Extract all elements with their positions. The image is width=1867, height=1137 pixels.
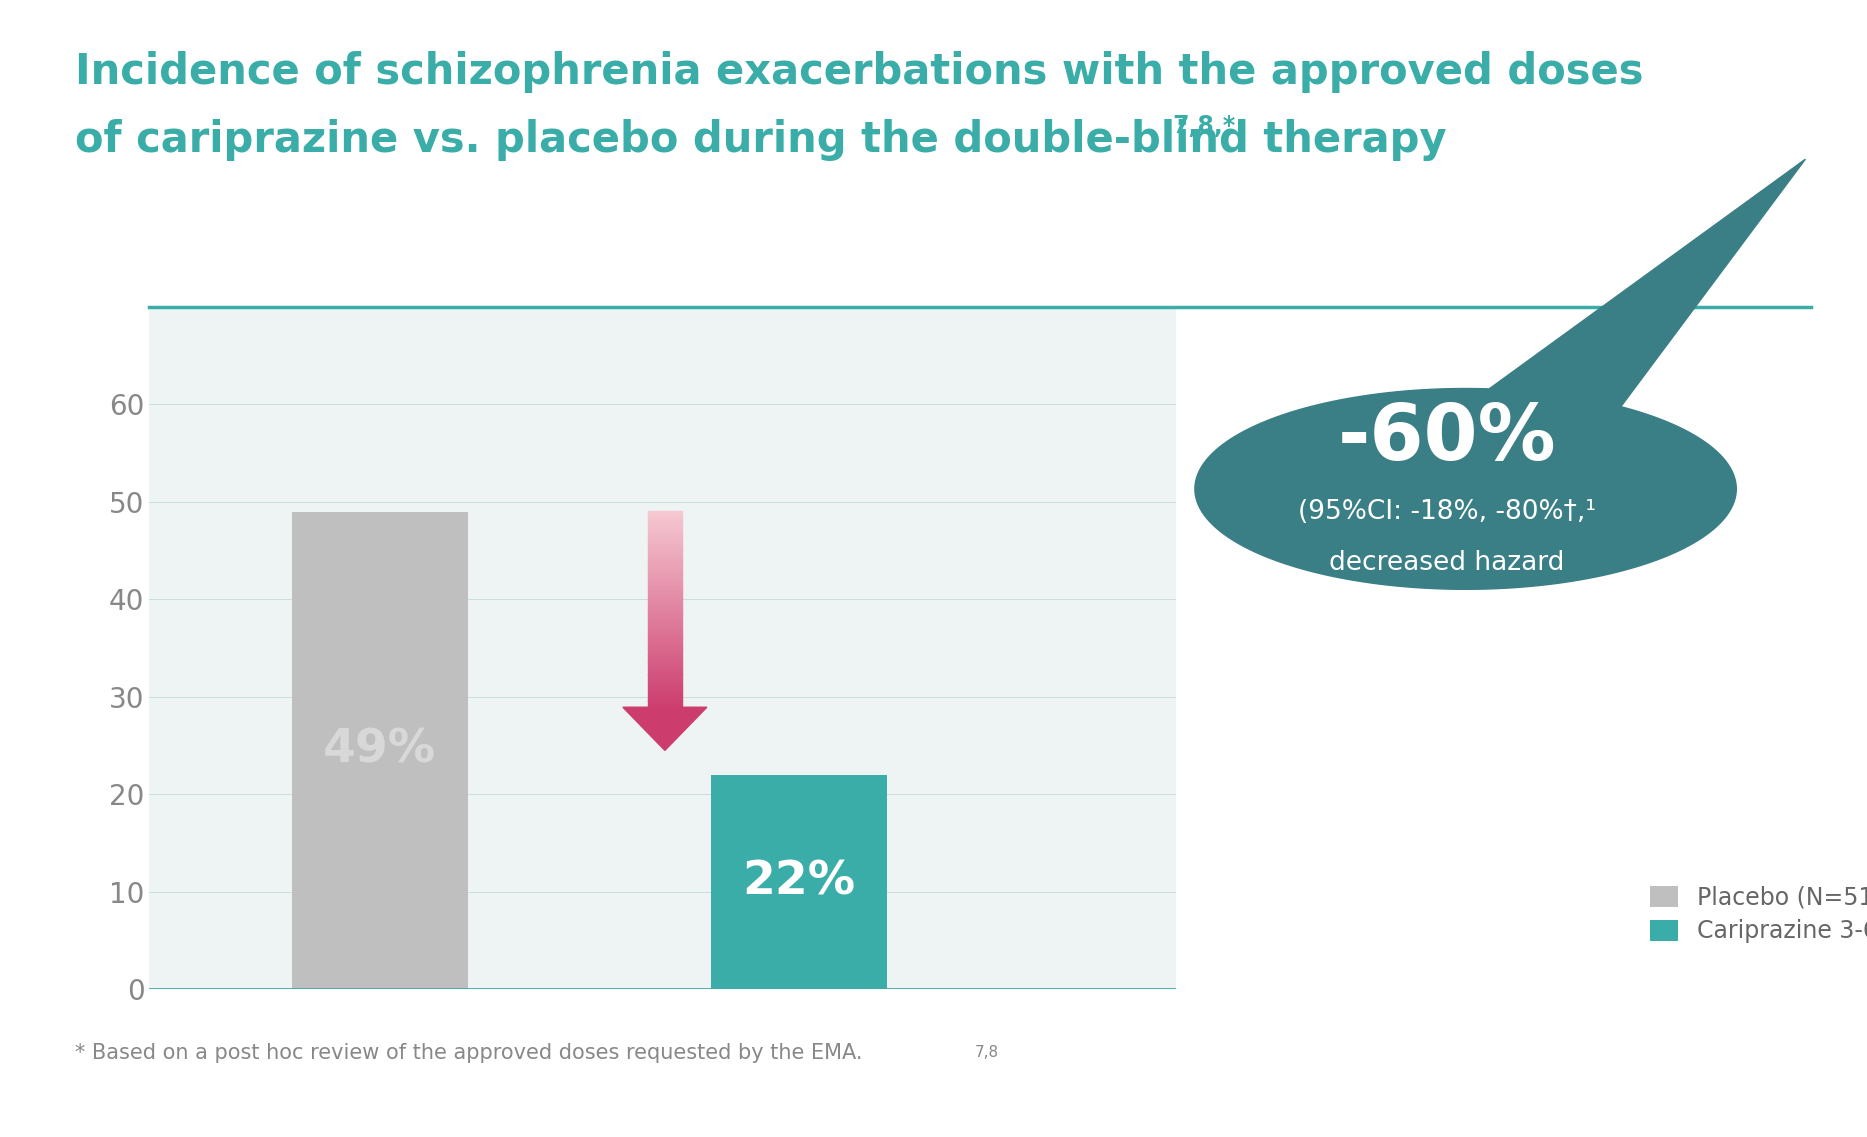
Bar [648, 512, 681, 515]
Text: 7,8,*: 7,8,* [1172, 114, 1236, 138]
Bar [291, 512, 469, 989]
Bar [648, 528, 681, 531]
Text: of cariprazine vs. placebo during the double-blind therapy: of cariprazine vs. placebo during the do… [75, 119, 1447, 161]
Text: * Based on a post hoc review of the approved doses requested by the EMA.: * Based on a post hoc review of the appr… [75, 1043, 863, 1063]
Bar [648, 690, 681, 695]
Bar [648, 652, 681, 655]
Bar [648, 641, 681, 646]
Text: 49%: 49% [323, 728, 437, 773]
Bar [648, 609, 681, 613]
Bar [648, 570, 681, 573]
Bar [648, 567, 681, 571]
Bar [648, 674, 681, 678]
Bar [648, 547, 681, 550]
Bar [648, 704, 681, 707]
Bar [648, 550, 681, 554]
Bar [648, 681, 681, 684]
Bar [648, 678, 681, 681]
Bar [648, 541, 681, 545]
Bar [648, 697, 681, 700]
Bar [648, 671, 681, 674]
Text: (95%CI: -18%, -80%†,¹: (95%CI: -18%, -80%†,¹ [1298, 499, 1596, 524]
Bar [648, 592, 681, 597]
Bar [648, 613, 681, 616]
Bar [648, 636, 681, 639]
Bar [648, 632, 681, 636]
Bar [648, 603, 681, 606]
Bar [648, 639, 681, 642]
Polygon shape [1490, 159, 1805, 407]
Bar [648, 534, 681, 538]
Bar [648, 521, 681, 524]
Text: 7,8: 7,8 [975, 1045, 999, 1060]
Bar [648, 590, 681, 594]
Bar [648, 645, 681, 648]
Bar [648, 658, 681, 662]
Text: 22%: 22% [743, 860, 855, 905]
Bar [648, 554, 681, 557]
Bar [648, 576, 681, 580]
Bar [648, 622, 681, 625]
Bar [648, 694, 681, 697]
Bar [648, 655, 681, 658]
Bar [648, 662, 681, 665]
Bar [648, 524, 681, 528]
Bar [648, 531, 681, 534]
Bar [648, 616, 681, 620]
Bar [648, 557, 681, 561]
Bar [648, 573, 681, 576]
Bar [648, 700, 681, 704]
Bar [648, 518, 681, 522]
Bar [648, 625, 681, 629]
Text: decreased hazard: decreased hazard [1329, 550, 1565, 575]
Legend: Placebo (N=51), Cariprazine 3-6 mg/day (N=51): Placebo (N=51), Cariprazine 3-6 mg/day (… [1650, 886, 1867, 944]
Bar [711, 774, 887, 989]
Bar [648, 561, 681, 564]
Bar [648, 684, 681, 688]
Bar [648, 587, 681, 590]
Bar [648, 538, 681, 541]
Text: -60%: -60% [1337, 400, 1557, 475]
Bar [648, 648, 681, 652]
Bar [648, 580, 681, 583]
Bar [648, 606, 681, 609]
Bar [648, 543, 681, 548]
Polygon shape [624, 707, 708, 750]
Bar [648, 599, 681, 603]
Bar [648, 515, 681, 518]
Polygon shape [1195, 389, 1736, 589]
Bar [648, 688, 681, 691]
Bar [648, 583, 681, 587]
Text: Incidence of schizophrenia exacerbations with the approved doses: Incidence of schizophrenia exacerbations… [75, 51, 1643, 93]
Bar [648, 629, 681, 632]
Bar [648, 564, 681, 567]
Bar [648, 596, 681, 599]
Bar [648, 665, 681, 669]
Bar [648, 619, 681, 622]
Bar [648, 667, 681, 671]
